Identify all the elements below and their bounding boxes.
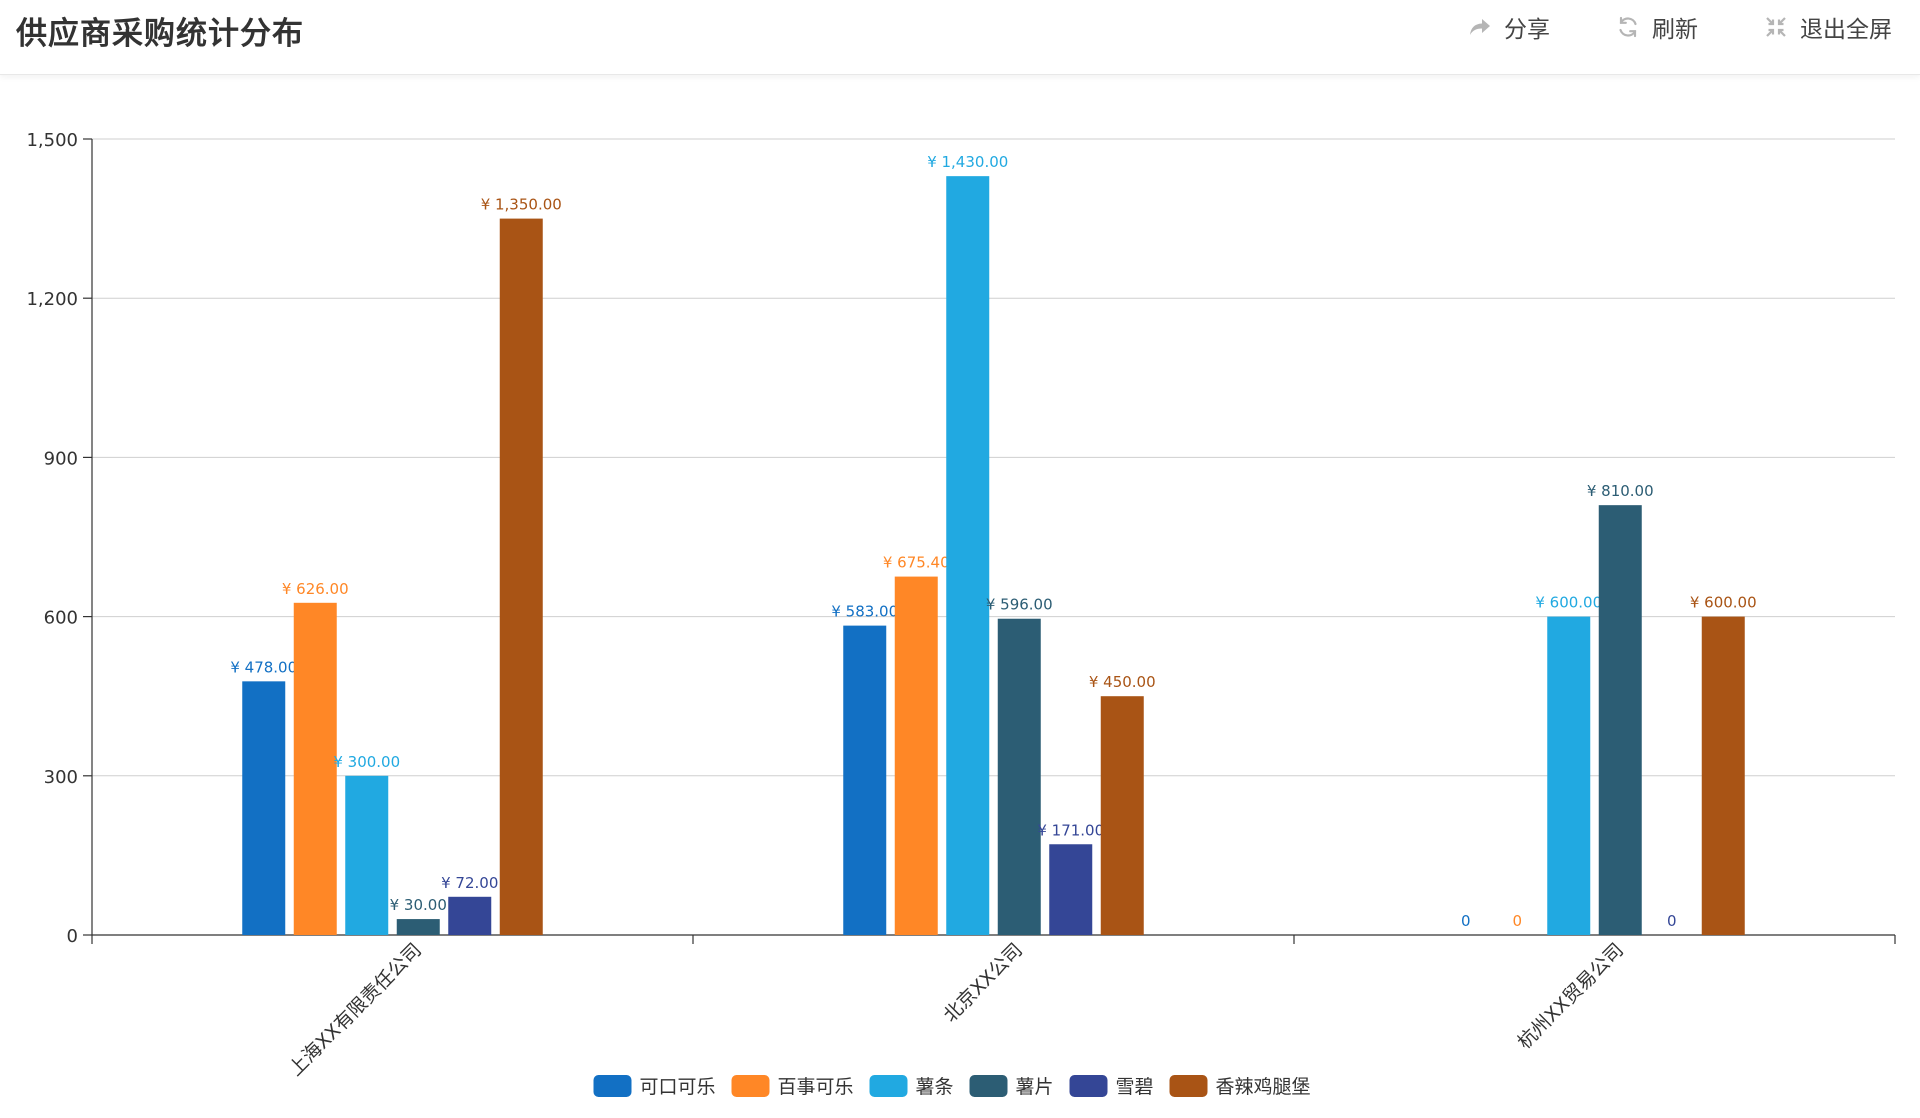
share-label: 分享 [1504,17,1550,43]
bar[interactable] [242,681,286,935]
page-header: 供应商采购统计分布 分享 刷新 退出全屏 [0,0,1920,75]
exit-fullscreen-label: 退出全屏 [1800,17,1892,43]
bar[interactable] [396,919,440,935]
bar[interactable] [1049,844,1093,935]
bar[interactable] [293,602,337,935]
legend-label[interactable]: 可口可乐 [640,1076,716,1098]
legend-label[interactable]: 薯条 [916,1076,954,1098]
bar[interactable] [1598,505,1642,935]
legend-swatch[interactable] [969,1075,1008,1097]
data-label: ¥ 450.00 [1089,673,1156,691]
bar[interactable] [345,775,389,935]
legend-label[interactable]: 雪碧 [1116,1076,1154,1098]
legend-swatch[interactable] [1069,1075,1108,1097]
data-label: ¥ 1,430.00 [927,153,1008,171]
bar[interactable] [499,218,543,936]
data-label: ¥ 171.00 [1037,821,1104,839]
bar[interactable] [946,176,990,935]
legend-swatch[interactable] [869,1075,908,1097]
bar[interactable] [1100,696,1144,935]
legend-label[interactable]: 薯片 [1016,1076,1054,1098]
data-label: ¥ 596.00 [986,596,1053,614]
data-label: ¥ 810.00 [1587,482,1654,500]
y-tick-label: 600 [44,608,78,629]
refresh-icon [1619,16,1637,38]
y-tick-label: 1,500 [26,130,78,151]
data-label: ¥ 626.00 [282,580,349,598]
x-tick-label: 杭州XX贸易公司 [1513,939,1628,1054]
x-tick-label: 上海XX有限责任公司 [285,939,426,1080]
y-tick-label: 0 [67,926,78,947]
data-label: ¥ 600.00 [1690,594,1757,612]
data-label: 0 [1461,912,1471,930]
refresh-button[interactable]: 刷新 [1616,10,1698,44]
data-label: ¥ 478.00 [230,658,297,676]
legend-label[interactable]: 香辣鸡腿堡 [1216,1076,1311,1098]
bar[interactable] [1547,616,1591,935]
x-tick-label: 北京XX公司 [939,939,1027,1027]
y-tick-label: 1,200 [26,289,78,310]
data-label: ¥ 300.00 [333,753,400,771]
share-button[interactable]: 分享 [1468,10,1550,44]
data-label: ¥ 675.40 [883,554,950,572]
legend-swatch[interactable] [1169,1075,1208,1097]
bar[interactable] [997,618,1041,935]
data-label: ¥ 583.00 [831,603,898,621]
data-label: ¥ 72.00 [441,874,498,892]
page-title: 供应商采购统计分布 [16,16,304,52]
legend-swatch[interactable] [593,1075,632,1097]
data-label: ¥ 30.00 [390,896,447,914]
data-label: 0 [1667,912,1677,930]
y-tick-label: 300 [44,767,78,788]
data-label: ¥ 600.00 [1535,594,1602,612]
header-actions: 分享 刷新 退出全屏 [1468,10,1892,44]
legend-swatch[interactable] [731,1075,770,1097]
data-label: ¥ 1,350.00 [481,196,562,214]
share-arrow-icon [1470,19,1490,35]
bar[interactable] [1701,616,1745,935]
bar[interactable] [843,625,887,935]
legend-label[interactable]: 百事可乐 [778,1076,854,1098]
exit-fullscreen-button[interactable]: 退出全屏 [1764,10,1892,44]
bar[interactable] [894,576,938,935]
bar[interactable] [448,896,492,935]
compress-icon [1766,17,1786,37]
bar-chart: 0 300 600 900 1,200 1,500 ¥ 478.00 ¥ 626.00 ¥ 30… [26,130,1896,1098]
refresh-label: 刷新 [1652,17,1698,43]
data-label: 0 [1512,912,1522,930]
y-tick-label: 900 [44,448,78,469]
